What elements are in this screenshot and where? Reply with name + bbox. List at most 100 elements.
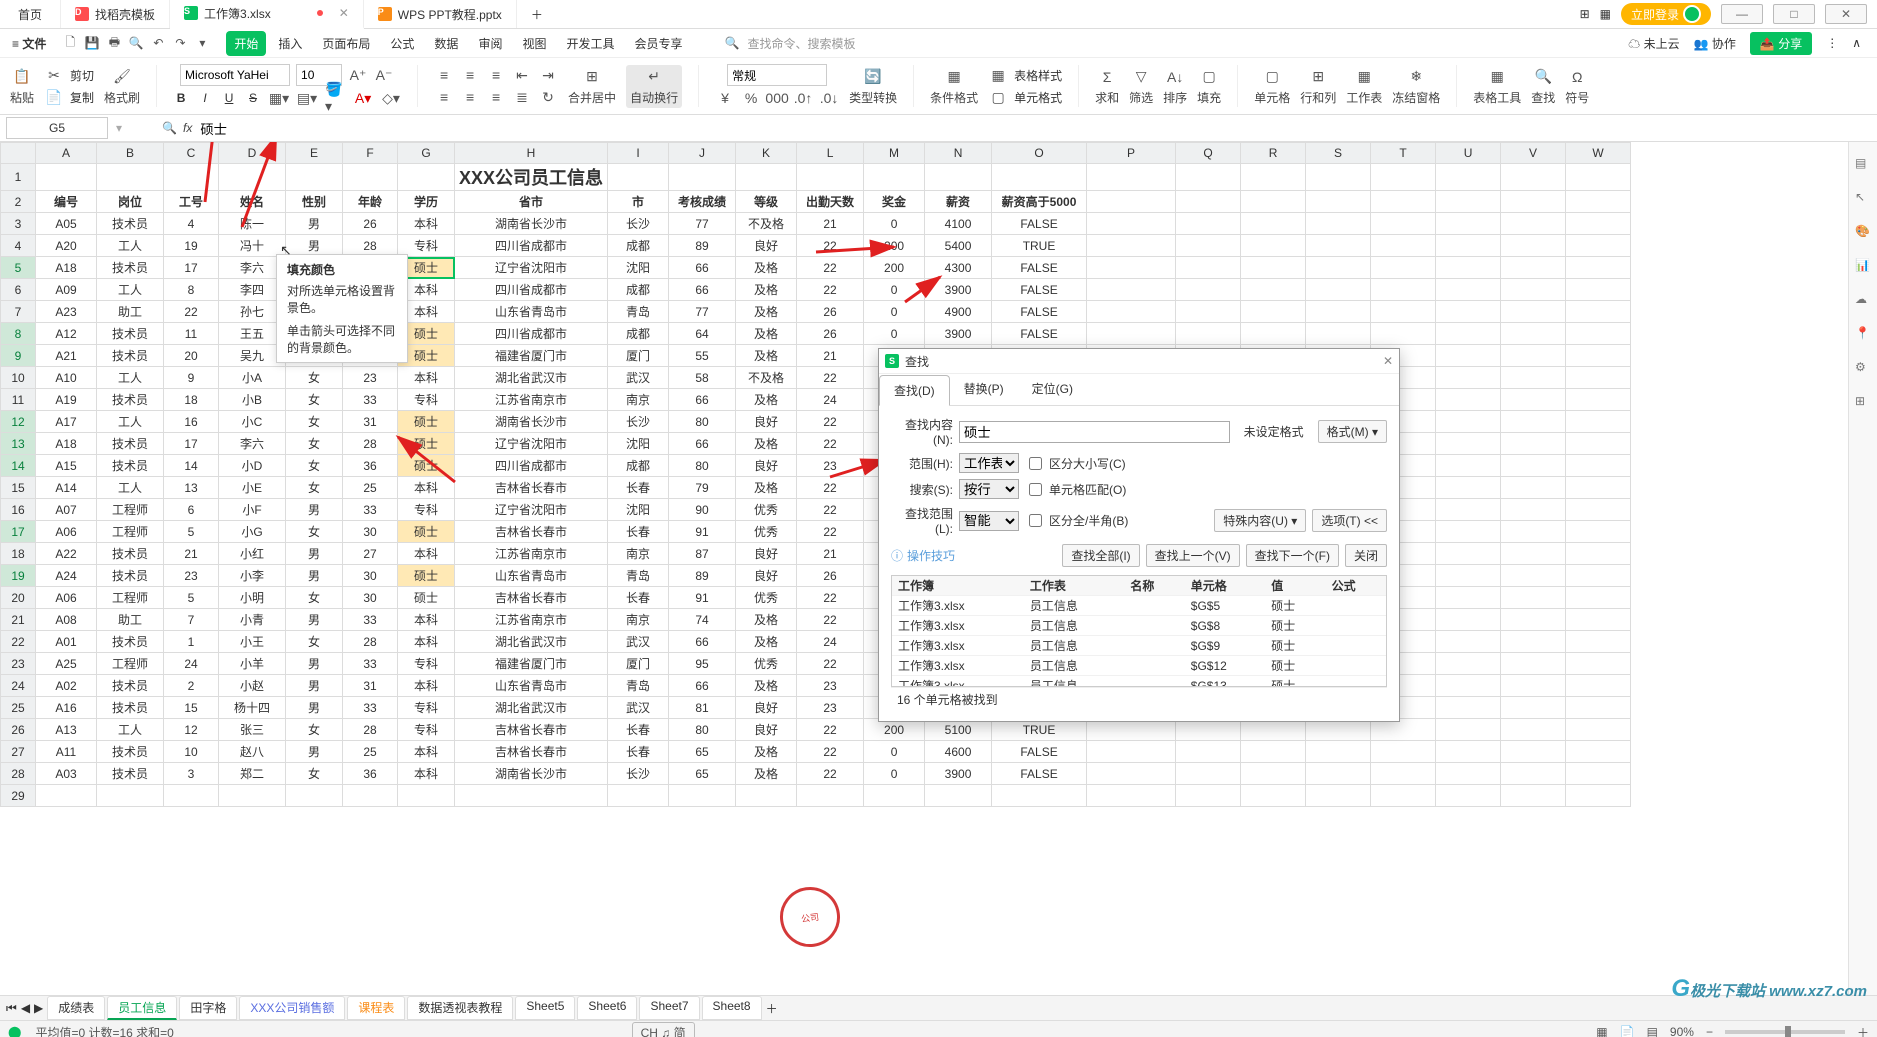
cell[interactable]: 硕士 xyxy=(398,411,455,433)
cell[interactable]: A23 xyxy=(36,301,97,323)
cell[interactable]: 成都 xyxy=(608,455,669,477)
cell[interactable]: A02 xyxy=(36,675,97,697)
column-header[interactable]: G xyxy=(398,143,455,164)
cell[interactable]: 25 xyxy=(343,741,398,763)
cell[interactable]: 0 xyxy=(864,741,925,763)
cell[interactable]: 优秀 xyxy=(736,653,797,675)
fill-button[interactable]: ▢填充 xyxy=(1197,67,1221,106)
cell[interactable]: A09 xyxy=(36,279,97,301)
cell[interactable]: 77 xyxy=(669,213,736,235)
cell[interactable]: 17 xyxy=(164,433,219,455)
cell[interactable]: 及格 xyxy=(736,301,797,323)
cell[interactable]: 优秀 xyxy=(736,521,797,543)
cell[interactable]: 77 xyxy=(669,301,736,323)
cell[interactable]: 良好 xyxy=(736,411,797,433)
print-icon[interactable]: 🖶 xyxy=(106,35,122,51)
merge-button[interactable]: ⊞合并居中 xyxy=(568,67,616,106)
cell[interactable]: 专科 xyxy=(398,389,455,411)
cell[interactable]: 小王 xyxy=(219,631,286,653)
cell[interactable]: 2 xyxy=(164,675,219,697)
cell[interactable]: 87 xyxy=(669,543,736,565)
cell[interactable]: A18 xyxy=(36,433,97,455)
row-header[interactable]: 25 xyxy=(1,697,36,719)
cell[interactable]: 女 xyxy=(286,433,343,455)
cell[interactable]: 小F xyxy=(219,499,286,521)
pointer-icon[interactable]: ↖ xyxy=(1855,190,1871,206)
cell[interactable]: 武汉 xyxy=(608,697,669,719)
column-header[interactable]: M xyxy=(864,143,925,164)
view-normal-icon[interactable]: ▦ xyxy=(1596,1025,1607,1037)
cell[interactable]: 20 xyxy=(164,345,219,367)
cell[interactable]: A10 xyxy=(36,367,97,389)
sheet-tab[interactable]: Sheet8 xyxy=(702,996,762,1020)
cell[interactable]: 硕士 xyxy=(398,433,455,455)
cell[interactable]: 小D xyxy=(219,455,286,477)
range-select[interactable]: 工作表 xyxy=(959,453,1019,473)
cell[interactable]: 技术员 xyxy=(97,675,164,697)
cell[interactable]: 23 xyxy=(797,455,864,477)
find-all-button[interactable]: 查找全部(I) xyxy=(1062,544,1139,567)
nav-first-icon[interactable]: ⏮ xyxy=(6,1001,17,1016)
row-header[interactable]: 17 xyxy=(1,521,36,543)
cell[interactable]: 及格 xyxy=(736,763,797,785)
cell[interactable]: 硕士 xyxy=(398,565,455,587)
cell[interactable]: 22 xyxy=(797,257,864,279)
cell[interactable]: 工人 xyxy=(97,719,164,741)
cell[interactable]: 专科 xyxy=(398,653,455,675)
cell[interactable]: 18 xyxy=(164,389,219,411)
share-button[interactable]: 📤 分享 xyxy=(1750,32,1812,55)
cell[interactable]: 66 xyxy=(669,279,736,301)
cell[interactable]: 4100 xyxy=(925,213,992,235)
ime-indicator[interactable]: CH ♫ 简 xyxy=(632,1022,695,1037)
cell[interactable]: 沈阳 xyxy=(608,499,669,521)
cell[interactable]: A15 xyxy=(36,455,97,477)
cell[interactable]: 工程师 xyxy=(97,499,164,521)
cell[interactable]: 26 xyxy=(797,565,864,587)
cell[interactable]: 成都 xyxy=(608,279,669,301)
ribbon-tab[interactable]: 视图 xyxy=(514,31,554,56)
cell[interactable]: 青岛 xyxy=(608,301,669,323)
row-header[interactable]: 10 xyxy=(1,367,36,389)
cell[interactable]: 良好 xyxy=(736,235,797,257)
rowcol-button[interactable]: ⊞行和列 xyxy=(1300,67,1336,106)
cell[interactable]: 4900 xyxy=(925,301,992,323)
column-header[interactable]: I xyxy=(608,143,669,164)
cell[interactable]: 22 xyxy=(797,499,864,521)
find-next-button[interactable]: 查找下一个(F) xyxy=(1246,544,1339,567)
cell[interactable]: 男 xyxy=(286,543,343,565)
cell[interactable]: 13 xyxy=(164,477,219,499)
find-tab[interactable]: 查找(D) xyxy=(879,375,950,406)
cell[interactable]: 南京 xyxy=(608,609,669,631)
row-header[interactable]: 24 xyxy=(1,675,36,697)
cell[interactable]: 湖北省武汉市 xyxy=(455,631,608,653)
strike-button[interactable]: S xyxy=(245,91,261,105)
cell[interactable]: 山东省青岛市 xyxy=(455,301,608,323)
ribbon-tab[interactable]: 开发工具 xyxy=(558,31,622,56)
row-header[interactable]: 6 xyxy=(1,279,36,301)
cell[interactable]: A11 xyxy=(36,741,97,763)
options-button[interactable]: 选项(T) << xyxy=(1312,509,1387,532)
close-icon[interactable]: ✕ xyxy=(1383,354,1393,368)
cell[interactable]: 22 xyxy=(797,653,864,675)
cell[interactable]: 31 xyxy=(343,411,398,433)
cell[interactable]: 12 xyxy=(164,719,219,741)
cell[interactable]: 成都 xyxy=(608,235,669,257)
cell[interactable]: 四川省成都市 xyxy=(455,279,608,301)
cell[interactable]: FALSE xyxy=(992,213,1087,235)
cell[interactable]: 女 xyxy=(286,367,343,389)
cell[interactable]: 男 xyxy=(286,675,343,697)
row-header[interactable]: 16 xyxy=(1,499,36,521)
cell[interactable]: 33 xyxy=(343,697,398,719)
cell[interactable]: 长春 xyxy=(608,719,669,741)
cell[interactable]: 3 xyxy=(164,763,219,785)
cell[interactable]: 本科 xyxy=(398,543,455,565)
cell[interactable]: 本科 xyxy=(398,367,455,389)
cell[interactable]: 助工 xyxy=(97,301,164,323)
row-header[interactable]: 19 xyxy=(1,565,36,587)
column-header[interactable]: E xyxy=(286,143,343,164)
cell[interactable]: 良好 xyxy=(736,565,797,587)
underline-button[interactable]: U xyxy=(221,91,237,105)
more-icon[interactable]: ⋮ xyxy=(1826,36,1838,50)
view-page-icon[interactable]: 📄 xyxy=(1620,1025,1635,1037)
cell[interactable]: 男 xyxy=(286,741,343,763)
